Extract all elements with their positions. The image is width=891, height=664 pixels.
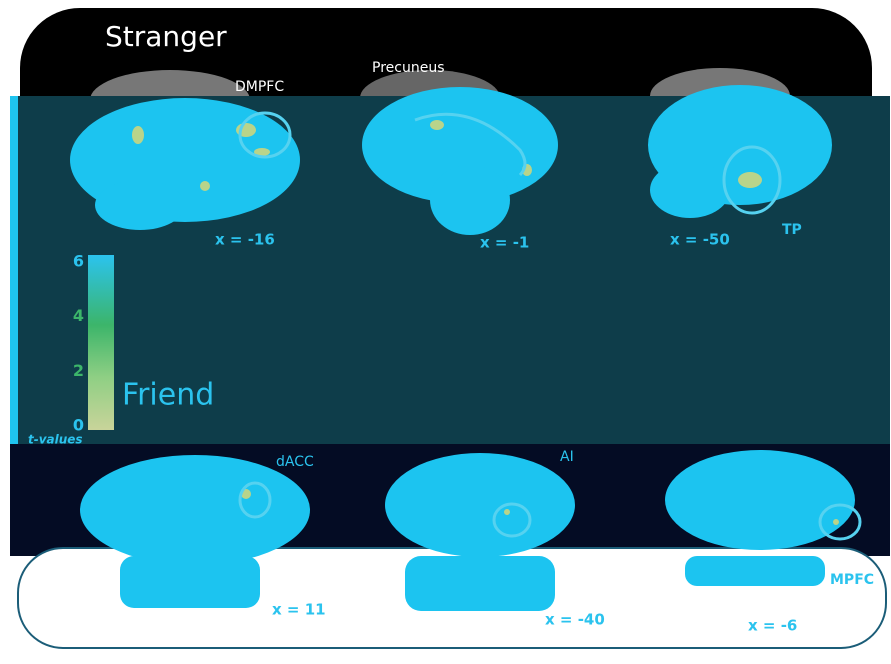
slice-label: x = -16 bbox=[215, 231, 275, 249]
brain bbox=[95, 180, 185, 230]
roi-circles bbox=[238, 481, 862, 541]
roi-circle bbox=[238, 111, 292, 159]
section-title: Friend bbox=[122, 378, 214, 413]
region-label: MPFC bbox=[830, 572, 874, 588]
section-title: Stranger bbox=[105, 20, 227, 53]
roi-circles bbox=[238, 111, 782, 215]
slice-label: x = -40 bbox=[545, 611, 605, 629]
brain bbox=[650, 162, 730, 218]
slice-label: x = -50 bbox=[670, 231, 730, 249]
cluster bbox=[254, 148, 270, 156]
stranger-brains bbox=[70, 85, 832, 235]
colorbar-tick-label: 2 bbox=[73, 361, 84, 380]
cluster bbox=[504, 509, 510, 515]
roi-arc bbox=[414, 112, 527, 177]
colorbar-tick-label: 6 bbox=[73, 252, 84, 271]
brain-base bbox=[685, 556, 825, 586]
region-label: TP bbox=[782, 222, 802, 238]
brain bbox=[430, 165, 510, 235]
colorbar-ticks: 0 2 4 6 bbox=[73, 252, 84, 435]
brain bbox=[362, 87, 558, 203]
colorbar bbox=[88, 255, 114, 430]
colorbar-label: t-values bbox=[28, 433, 83, 447]
edge-strip bbox=[10, 96, 18, 446]
region-label: AI bbox=[560, 449, 574, 465]
slice-label: x = -1 bbox=[480, 234, 529, 252]
roi-circle bbox=[238, 481, 272, 519]
slice-label: x = 11 bbox=[272, 601, 326, 619]
roi-circle bbox=[722, 145, 782, 215]
colorbar-tick-label: 4 bbox=[73, 306, 84, 325]
region-label: Precuneus bbox=[372, 60, 444, 76]
brain bbox=[80, 455, 310, 565]
roi-circle bbox=[492, 502, 532, 538]
region-label: DMPFC bbox=[235, 79, 284, 95]
roi-circle bbox=[818, 503, 862, 541]
brain bbox=[385, 453, 575, 557]
cluster bbox=[833, 519, 839, 525]
cluster bbox=[200, 181, 210, 191]
brain-base bbox=[405, 556, 555, 611]
slice-label: x = -6 bbox=[748, 617, 797, 635]
cluster bbox=[738, 172, 762, 188]
cluster bbox=[430, 120, 444, 130]
brain bbox=[665, 450, 855, 550]
brain-base bbox=[120, 556, 260, 608]
colorbar-tick-label: 0 bbox=[73, 416, 84, 435]
cluster bbox=[132, 126, 144, 144]
region-label: dACC bbox=[276, 454, 314, 470]
